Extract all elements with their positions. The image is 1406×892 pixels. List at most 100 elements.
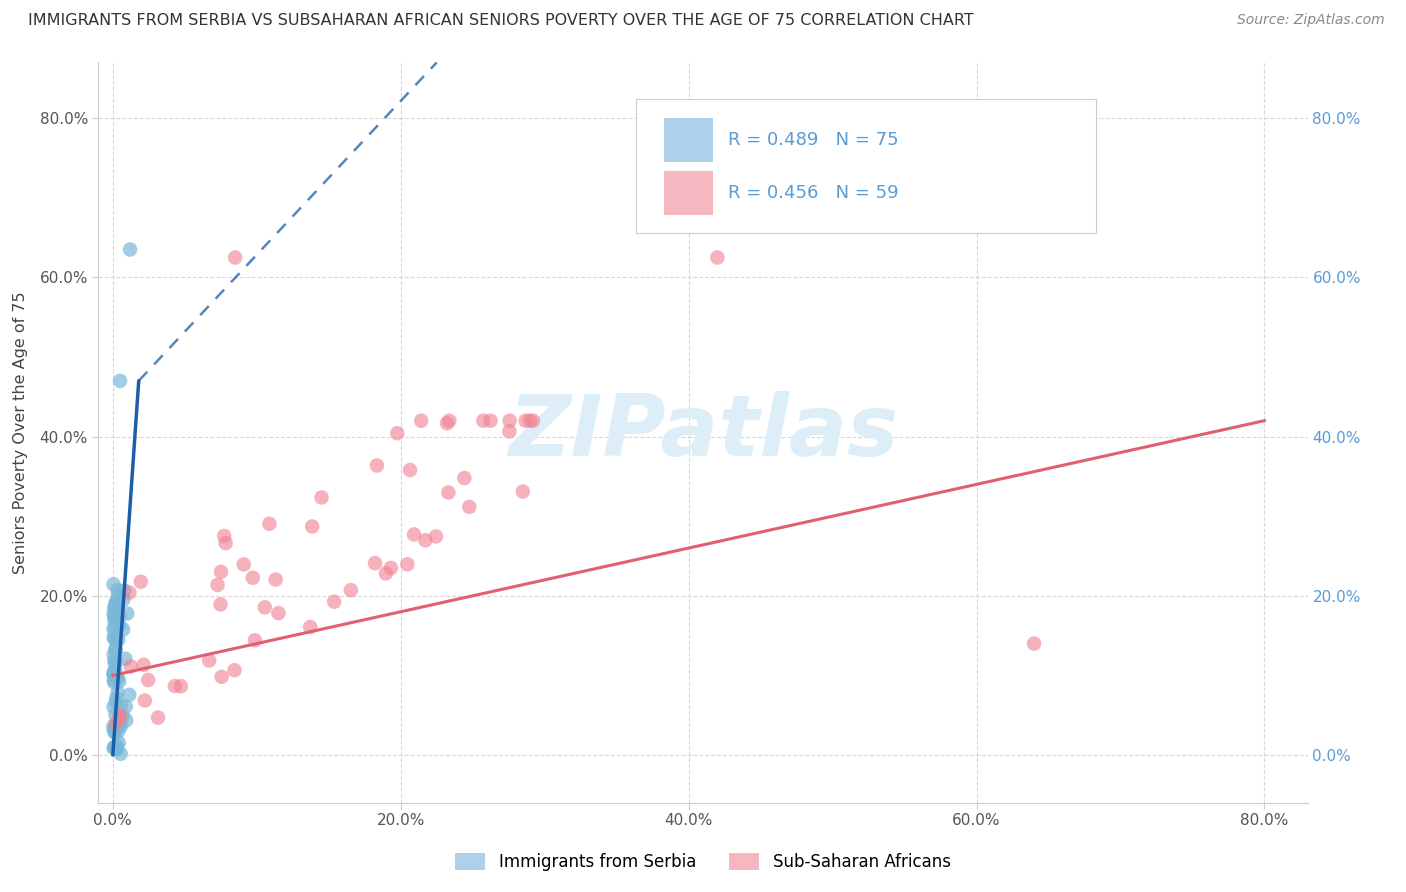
FancyBboxPatch shape xyxy=(637,99,1097,233)
Point xyxy=(104,724,127,739)
Point xyxy=(259,516,281,531)
Point xyxy=(104,716,127,731)
Point xyxy=(103,577,125,591)
FancyBboxPatch shape xyxy=(664,171,713,215)
Point xyxy=(380,561,402,575)
Point xyxy=(396,558,419,572)
Point xyxy=(104,603,127,617)
Point xyxy=(104,663,127,677)
Point xyxy=(110,747,132,761)
Point xyxy=(107,718,129,732)
Point xyxy=(103,723,125,737)
Point xyxy=(104,641,127,656)
Point xyxy=(104,669,127,683)
Text: ZIPatlas: ZIPatlas xyxy=(508,391,898,475)
Point xyxy=(107,583,129,598)
Point xyxy=(103,599,125,614)
Point xyxy=(104,615,127,629)
Point xyxy=(112,583,135,598)
Point xyxy=(340,583,363,598)
Point xyxy=(366,458,388,473)
Point xyxy=(498,425,520,439)
Point xyxy=(458,500,481,514)
Point xyxy=(108,608,131,623)
Point xyxy=(436,416,458,430)
Point xyxy=(411,414,433,428)
Point xyxy=(1022,637,1045,651)
Point xyxy=(104,604,127,618)
Point xyxy=(103,700,125,714)
Point xyxy=(402,527,425,541)
Point xyxy=(105,739,128,753)
Point xyxy=(107,718,129,732)
Legend: Immigrants from Serbia, Sub-Saharan Africans: Immigrants from Serbia, Sub-Saharan Afri… xyxy=(447,845,959,880)
Point xyxy=(105,594,128,608)
Point xyxy=(512,484,534,499)
Point xyxy=(232,558,254,572)
Point xyxy=(212,529,235,543)
Point xyxy=(103,665,125,679)
Point xyxy=(103,648,125,662)
Text: IMMIGRANTS FROM SERBIA VS SUBSAHARAN AFRICAN SENIORS POVERTY OVER THE AGE OF 75 : IMMIGRANTS FROM SERBIA VS SUBSAHARAN AFR… xyxy=(28,13,974,29)
Point xyxy=(267,606,290,620)
Point xyxy=(170,679,193,693)
Point xyxy=(103,719,125,733)
Point xyxy=(129,574,152,589)
Point xyxy=(499,414,522,428)
Point xyxy=(437,485,460,500)
Point xyxy=(224,251,246,265)
Point xyxy=(211,670,233,684)
Point xyxy=(108,707,131,722)
Point xyxy=(163,679,186,693)
Point xyxy=(299,620,322,634)
Point xyxy=(103,740,125,755)
Point xyxy=(115,714,138,728)
Point xyxy=(107,589,129,603)
Point xyxy=(479,414,502,428)
Point xyxy=(207,578,229,592)
Point xyxy=(105,595,128,609)
Point xyxy=(112,623,135,637)
Point xyxy=(120,659,142,673)
Point xyxy=(519,414,541,428)
Point xyxy=(118,688,141,702)
Point xyxy=(108,374,131,388)
Point xyxy=(114,652,136,666)
Point xyxy=(399,463,422,477)
Text: Source: ZipAtlas.com: Source: ZipAtlas.com xyxy=(1237,13,1385,28)
Point xyxy=(103,667,125,681)
Y-axis label: Seniors Poverty Over the Age of 75: Seniors Poverty Over the Age of 75 xyxy=(14,292,28,574)
Point xyxy=(110,698,132,713)
Point xyxy=(425,529,447,543)
Point xyxy=(104,657,127,671)
Point xyxy=(107,632,129,647)
Point xyxy=(110,719,132,733)
Point xyxy=(108,712,131,726)
Point xyxy=(132,657,155,672)
Point xyxy=(198,654,221,668)
Point xyxy=(105,691,128,706)
Point xyxy=(104,607,127,622)
Point xyxy=(224,663,246,677)
Point xyxy=(253,600,276,615)
Point xyxy=(120,243,142,257)
Point xyxy=(117,607,139,621)
Point xyxy=(103,607,125,621)
Point xyxy=(134,693,156,707)
Point xyxy=(706,251,728,265)
Point xyxy=(105,742,128,756)
Point xyxy=(105,655,128,669)
Point xyxy=(103,673,125,687)
Text: R = 0.456   N = 59: R = 0.456 N = 59 xyxy=(728,184,898,202)
Point xyxy=(108,618,131,632)
Point xyxy=(112,592,135,607)
Point xyxy=(103,622,125,636)
Point xyxy=(103,740,125,755)
Point xyxy=(146,710,169,724)
Point xyxy=(104,643,127,657)
Point xyxy=(104,598,127,612)
Point xyxy=(311,491,333,505)
Point xyxy=(104,611,127,625)
Point xyxy=(439,414,461,428)
Point xyxy=(242,571,264,585)
